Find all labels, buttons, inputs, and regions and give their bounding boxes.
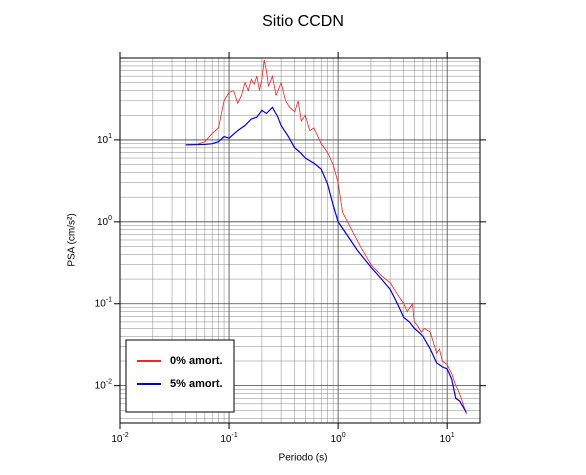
tick-exponent: 1 [451, 432, 455, 439]
tick-label: 10-2 [95, 378, 112, 391]
tick-label: 10-2 [111, 432, 128, 445]
tick-base: 10 [95, 298, 107, 309]
tick-base: 10 [97, 135, 109, 146]
tick-base: 10 [440, 434, 452, 445]
tick-exponent: -2 [122, 432, 128, 439]
tick-label: 100 [331, 432, 346, 445]
legend-label: 5% amort. [170, 378, 223, 390]
tick-exponent: 0 [342, 432, 346, 439]
tick-base: 10 [95, 380, 107, 391]
tick-exponent: -2 [106, 378, 112, 385]
tick-label: 101 [440, 432, 455, 445]
y-axis-label: PSA (cm/s²) [67, 213, 78, 266]
chart-title: Sitio CCDN [262, 13, 344, 30]
tick-label: 100 [97, 215, 112, 228]
tick-base: 10 [220, 434, 232, 445]
tick-label: 10-1 [95, 297, 112, 310]
tick-label: 10-1 [220, 432, 237, 445]
plot-frame [119, 57, 481, 424]
tick-base: 10 [97, 216, 109, 227]
tick-exponent: -1 [232, 432, 238, 439]
legend-label: 0% amort. [170, 355, 223, 367]
x-axis-label: Periodo (s) [279, 453, 328, 464]
tick-exponent: -1 [106, 297, 112, 304]
tick-base: 10 [111, 434, 123, 445]
tick-label: 101 [97, 133, 112, 146]
tick-exponent: 1 [108, 133, 112, 140]
tick-base: 10 [331, 434, 343, 445]
legend-box [125, 339, 235, 413]
tick-exponent: 0 [108, 215, 112, 222]
series-line [185, 106, 467, 413]
series-line [185, 59, 467, 415]
